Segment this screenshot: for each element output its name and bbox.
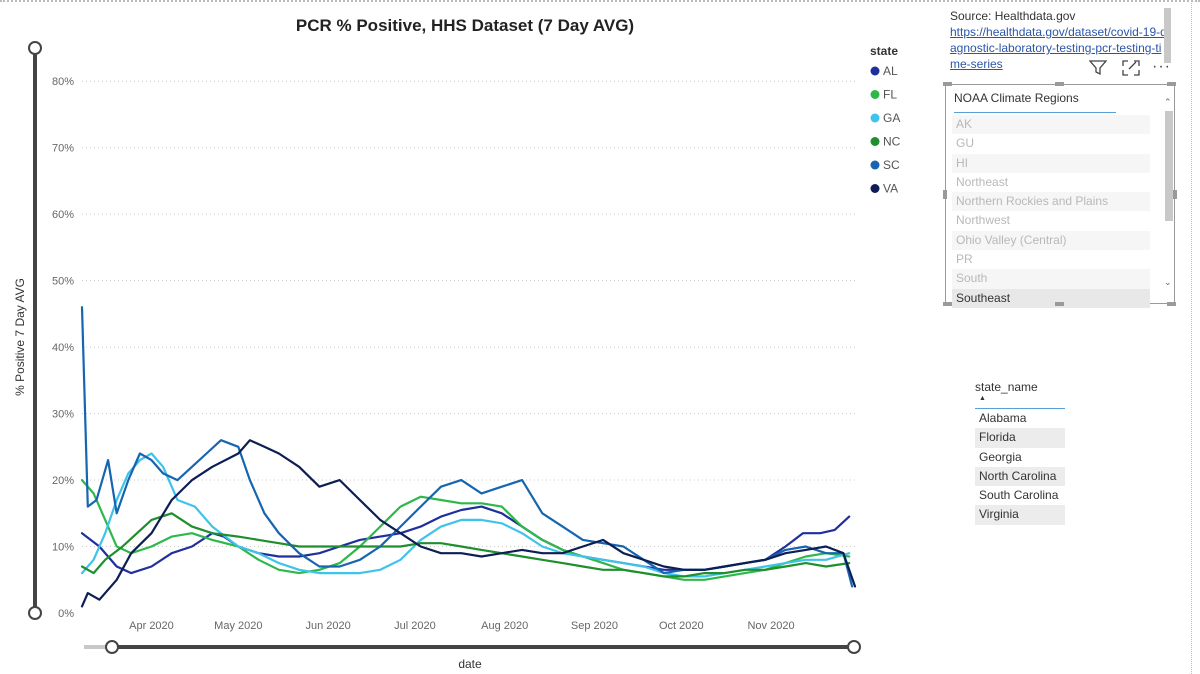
chart-title: PCR % Positive, HHS Dataset (7 Day AVG) [295,16,635,35]
state-slicer-item[interactable]: South Carolina [979,488,1059,503]
x-tick-label: Apr 2020 [129,620,174,632]
legend-marker [870,90,880,99]
series-line-al [80,505,851,575]
noaa-scroll-thumb[interactable] [1165,111,1173,221]
x-tick-label: Sep 2020 [571,620,618,632]
legend-title: state [870,44,898,58]
line-chart: 0% 10% 20% 30% 40% 50% 60% 70% 80% Apr 2020 May 20… [28,41,901,654]
x-tick-label: Oct 2020 [659,620,704,632]
legend-marker [870,184,880,193]
x-tick-label: Jul 2020 [394,620,436,632]
state-slicer-item[interactable]: Alabama [979,411,1027,425]
source-label: Source: Healthdata.gov [950,9,1076,23]
sort-ascending-icon[interactable]: ▲ [979,395,986,402]
resize-corner-bl[interactable] [943,302,952,306]
noaa-slicer-item[interactable]: PR [956,252,973,267]
source-note: Source: Healthdata.gov https://healthdat… [950,8,1170,72]
legend-label: VA [883,182,898,196]
legend-label: AL [883,64,898,78]
noaa-region-slicer: NOAA Climate Regions AK GU HI Northeast Nort… [945,84,1175,308]
noaa-slicer-item[interactable]: Ohio Valley (Central) [952,230,1150,251]
x-tick-label: May 2020 [214,620,262,632]
x-tick-label: Aug 2020 [481,620,528,632]
x-range-slider-handle-right[interactable] [847,640,861,654]
series-line-ga [80,452,851,578]
state-slicer-header: state_name ▲ [975,380,1065,409]
state-slicer-item[interactable]: Virginia [975,505,1065,525]
y-tick-label: 0% [58,608,74,620]
resize-corner-tl[interactable] [943,82,952,86]
state-slicer-item[interactable]: Georgia [979,449,1022,464]
x-tick-label: Nov 2020 [747,620,794,632]
legend-label: FL [883,88,897,102]
series-line-fl [80,479,851,581]
y-tick-label: 40% [52,342,74,354]
y-tick-label: 20% [52,475,74,487]
y-tick-label: 10% [52,542,74,554]
focus-mode-icon[interactable] [1122,60,1140,79]
y-range-slider-handle-bottom[interactable] [28,606,42,620]
scroll-down-icon[interactable]: ⌄ [1164,277,1172,287]
noaa-slicer-item[interactable]: South [952,269,1150,289]
canvas-right-border [1191,0,1192,674]
y-tick-label: 30% [52,409,74,421]
resize-handle-top[interactable] [1055,82,1064,86]
canvas-top-border [0,0,1200,2]
state-slicer-header-label: state_name [975,380,1038,394]
resize-handle-left[interactable] [943,190,947,199]
state-slicer-item[interactable]: Florida [975,428,1065,448]
noaa-slicer-item[interactable]: Southeast [952,288,1150,308]
legend-marker [870,160,880,170]
noaa-slicer-item[interactable]: GU [956,136,974,151]
noaa-slicer-scrollbar[interactable]: ⌃ ⌄ [1163,97,1173,291]
state-name-slicer: state_name ▲ Alabama Florida Georgia North … [975,380,1065,525]
noaa-slicer-item[interactable]: Northern Rockies and Plains [952,192,1150,212]
resize-handle-right[interactable] [1173,190,1177,199]
source-scrollbar[interactable] [1164,8,1171,63]
legend-marker [870,113,880,123]
legend-label: NC [883,135,901,149]
series-line-va [80,439,857,608]
y-range-slider-handle-top[interactable] [28,41,42,55]
y-tick-label: 70% [52,143,74,155]
legend-marker [870,137,880,146]
x-range-slider-handle-left[interactable] [105,640,119,654]
scroll-up-icon[interactable]: ⌃ [1164,97,1172,107]
resize-handle-bottom[interactable] [1055,302,1064,306]
resize-corner-tr[interactable] [1167,82,1176,86]
series-line-nc [80,512,851,578]
noaa-slicer-item[interactable]: HI [952,153,1150,173]
filter-icon[interactable] [1088,60,1108,79]
legend-label: SC [883,158,900,172]
more-options-icon[interactable]: ··· [1152,58,1171,75]
noaa-slicer-item[interactable]: Northeast [956,174,1009,189]
legend-marker [870,66,880,76]
legend-label: GA [883,111,900,125]
resize-corner-br[interactable] [1167,302,1176,306]
source-link[interactable]: https://healthdata.gov/dataset/covid-19-… [950,25,1170,71]
state-slicer-list: Alabama Florida Georgia North Carolina South… [975,409,1065,525]
state-slicer-item[interactable]: North Carolina [975,466,1065,487]
y-tick-label: 60% [52,209,74,221]
noaa-slicer-item[interactable]: Northwest [956,213,1011,228]
x-tick-label: Jun 2020 [305,620,350,632]
noaa-slicer-list: AK GU HI Northeast Northern Rockies and Plai… [952,115,1150,308]
noaa-slicer-item[interactable]: AK [952,115,1150,135]
y-tick-label: 50% [52,276,74,288]
x-axis-title: date [458,657,482,671]
y-tick-label: 80% [52,76,74,88]
series-line-sc [80,306,854,588]
noaa-slicer-header: NOAA Climate Regions [954,91,1116,113]
